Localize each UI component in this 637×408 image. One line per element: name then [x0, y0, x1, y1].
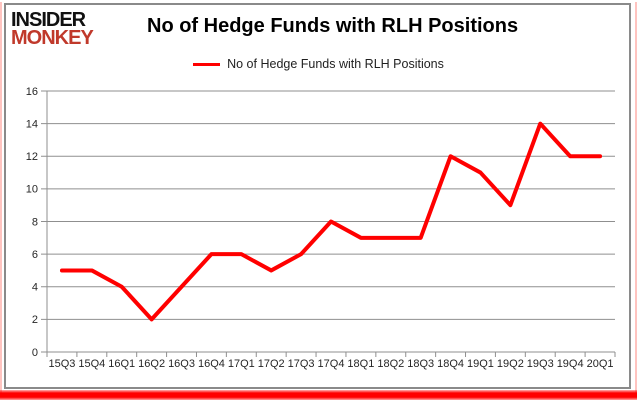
- x-tick-label: 16Q4: [198, 358, 225, 370]
- x-tick-label: 17Q2: [258, 358, 285, 370]
- x-tick-label: 15Q4: [78, 358, 105, 370]
- legend: No of Hedge Funds with RLH Positions: [0, 57, 637, 71]
- chart-title: No of Hedge Funds with RLH Positions: [147, 15, 519, 37]
- y-tick-label: 0: [32, 347, 38, 359]
- x-tick-label: 19Q1: [467, 358, 494, 370]
- x-tick-label: 17Q1: [228, 358, 255, 370]
- x-tick-label: 17Q3: [288, 358, 315, 370]
- logo-word-monkey: MONKEY: [11, 27, 94, 50]
- legend-label: No of Hedge Funds with RLH Positions: [227, 57, 444, 71]
- x-tick-label: 18Q3: [407, 358, 434, 370]
- y-tick-label: 14: [26, 118, 38, 130]
- y-tick-label: 10: [26, 184, 38, 196]
- x-tick-label: 17Q4: [318, 358, 345, 370]
- chart-frame: [4, 3, 631, 389]
- x-tick-label: 19Q4: [557, 358, 584, 370]
- x-tick-label: 20Q1: [587, 358, 614, 370]
- x-tick-label: 16Q2: [138, 358, 165, 370]
- x-tick-label: 18Q2: [377, 358, 404, 370]
- y-tick-label: 4: [32, 282, 38, 294]
- x-tick-label: 19Q2: [497, 358, 524, 370]
- y-tick-label: 12: [26, 151, 38, 163]
- legend-line-swatch: [193, 62, 221, 66]
- x-tick-label: 16Q3: [168, 358, 195, 370]
- bottom-red-bar: [0, 390, 637, 400]
- y-tick-label: 2: [32, 314, 38, 326]
- logo-word-insider: INSIDER: [11, 9, 86, 31]
- data-line: [59, 121, 603, 322]
- x-tick-label: 15Q3: [48, 358, 75, 370]
- x-tick-label: 16Q1: [108, 358, 135, 370]
- insider-monkey-logo: INSIDER MONKEY: [11, 9, 94, 50]
- x-tick-label: 18Q1: [347, 358, 374, 370]
- x-tick-label: 18Q4: [437, 358, 464, 370]
- x-tick-label: 19Q3: [527, 358, 554, 370]
- y-tick-label: 6: [32, 249, 38, 261]
- y-tick-label: 8: [32, 216, 38, 228]
- left-red-glow: [0, 2, 2, 396]
- y-tick-label: 16: [26, 86, 38, 98]
- right-red-glow: [635, 2, 637, 396]
